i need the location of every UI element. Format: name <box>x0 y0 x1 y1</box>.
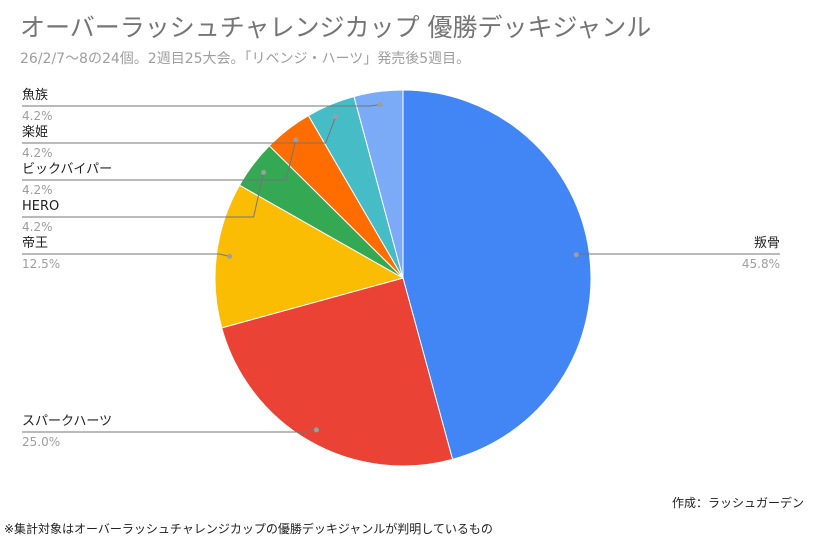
slice-pct-1: 25.0% <box>22 435 60 449</box>
pie-slice-2 <box>214 184 405 329</box>
pie-slice-6 <box>353 89 404 279</box>
leader-dot-2 <box>227 253 233 259</box>
chart-subtitle: 26/2/7〜8の24個。2週目25大会。「リベンジ・ハーツ」発売後5週目。 <box>20 51 471 67</box>
slice-label-1: スパークハーツ <box>22 414 112 429</box>
slice-label-5: 楽姫 <box>22 124 48 140</box>
slice-pct-3: 4.2% <box>22 220 53 234</box>
leader-dot-1 <box>313 427 319 433</box>
slice-label-6: 魚族 <box>22 87 48 103</box>
slice-pct-0: 45.8% <box>742 257 780 271</box>
pie-slice-0 <box>402 89 592 460</box>
leader-dot-4 <box>293 137 299 143</box>
leader-dot-6 <box>377 102 383 108</box>
slice-label-3: HERO <box>22 199 59 214</box>
leader-line-6 <box>22 104 381 107</box>
slice-pct-2: 12.5% <box>22 257 60 271</box>
leader-line-3 <box>22 172 265 218</box>
leader-line-0 <box>576 253 780 256</box>
pie-slice-1 <box>221 277 454 467</box>
slice-pct-4: 4.2% <box>22 183 53 197</box>
leader-dot-0 <box>573 252 579 258</box>
slice-label-4: ビックバイパー <box>22 162 112 177</box>
chart-title: オーバーラッシュチャレンジカップ 優勝デッキジャンル <box>20 13 652 42</box>
chart-footnote: ※集計対象はオーバーラッシュチャレンジカップの優勝デッキジャンルが判明しているも… <box>4 522 493 536</box>
leader-dot-3 <box>261 169 267 175</box>
leader-line-1 <box>22 429 317 433</box>
slice-label-2: 帝王 <box>22 235 48 251</box>
chart-credit: 作成：ラッシュガーデン <box>671 496 804 510</box>
slice-pct-6: 4.2% <box>22 109 53 123</box>
leader-line-5 <box>22 116 337 144</box>
slice-pct-5: 4.2% <box>22 146 53 160</box>
leader-line-2 <box>22 253 230 257</box>
slice-label-0: 叛骨 <box>754 236 780 251</box>
leader-line-4 <box>22 139 297 181</box>
leader-dot-5 <box>333 114 339 120</box>
